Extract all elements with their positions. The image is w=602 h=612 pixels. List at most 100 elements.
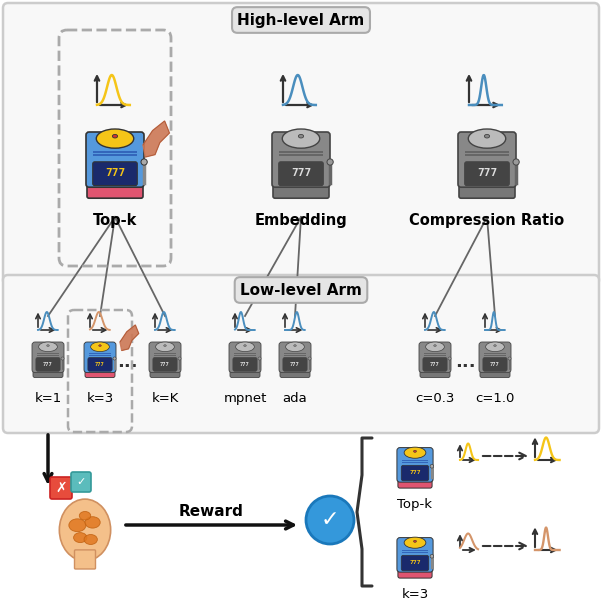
FancyBboxPatch shape	[402, 461, 427, 463]
Ellipse shape	[426, 342, 444, 352]
FancyBboxPatch shape	[89, 353, 111, 354]
FancyBboxPatch shape	[84, 342, 116, 373]
FancyBboxPatch shape	[71, 472, 91, 492]
Text: Top-k: Top-k	[93, 213, 137, 228]
Text: Top-k: Top-k	[397, 498, 432, 511]
FancyBboxPatch shape	[87, 180, 143, 198]
Text: ✓: ✓	[321, 510, 340, 530]
Circle shape	[306, 496, 354, 544]
FancyBboxPatch shape	[398, 565, 432, 578]
FancyBboxPatch shape	[480, 367, 510, 378]
FancyBboxPatch shape	[85, 367, 115, 378]
Text: High-level Arm: High-level Arm	[237, 12, 365, 28]
Text: 777: 777	[240, 362, 250, 367]
Ellipse shape	[485, 135, 489, 138]
FancyBboxPatch shape	[230, 367, 260, 378]
FancyBboxPatch shape	[50, 477, 72, 499]
FancyBboxPatch shape	[93, 151, 137, 153]
FancyBboxPatch shape	[89, 354, 111, 356]
Text: 777: 777	[291, 168, 311, 179]
Ellipse shape	[294, 345, 296, 346]
Polygon shape	[120, 325, 138, 351]
Ellipse shape	[79, 512, 91, 520]
FancyBboxPatch shape	[234, 354, 256, 356]
Text: ✗: ✗	[55, 481, 67, 495]
FancyBboxPatch shape	[154, 353, 176, 354]
FancyBboxPatch shape	[150, 367, 180, 378]
Text: 777: 777	[430, 362, 440, 367]
FancyBboxPatch shape	[424, 353, 446, 354]
FancyBboxPatch shape	[398, 476, 432, 488]
FancyBboxPatch shape	[459, 180, 515, 198]
Ellipse shape	[414, 540, 417, 542]
Ellipse shape	[468, 129, 506, 148]
FancyBboxPatch shape	[284, 354, 306, 356]
Ellipse shape	[156, 342, 175, 352]
Ellipse shape	[244, 345, 246, 346]
FancyBboxPatch shape	[32, 342, 64, 373]
Text: 777: 777	[409, 471, 421, 476]
FancyBboxPatch shape	[3, 275, 599, 433]
Ellipse shape	[235, 342, 255, 352]
FancyBboxPatch shape	[402, 550, 427, 551]
FancyBboxPatch shape	[483, 357, 507, 371]
FancyBboxPatch shape	[402, 465, 429, 481]
Ellipse shape	[430, 465, 433, 468]
FancyBboxPatch shape	[272, 132, 330, 187]
FancyBboxPatch shape	[402, 552, 427, 553]
FancyBboxPatch shape	[484, 354, 506, 356]
FancyBboxPatch shape	[424, 354, 446, 356]
FancyBboxPatch shape	[279, 151, 323, 153]
Text: k=K: k=K	[151, 392, 179, 405]
Text: ...: ...	[455, 353, 476, 371]
FancyBboxPatch shape	[280, 367, 310, 378]
Text: 777: 777	[95, 362, 105, 367]
FancyBboxPatch shape	[397, 537, 433, 572]
FancyBboxPatch shape	[75, 550, 96, 569]
Ellipse shape	[414, 450, 417, 452]
Text: 777: 777	[290, 362, 300, 367]
Ellipse shape	[404, 537, 426, 548]
Text: mpnet: mpnet	[223, 392, 267, 405]
Ellipse shape	[486, 342, 504, 352]
Ellipse shape	[178, 357, 181, 360]
FancyBboxPatch shape	[93, 162, 137, 185]
FancyBboxPatch shape	[37, 354, 59, 356]
FancyBboxPatch shape	[479, 342, 511, 373]
FancyBboxPatch shape	[284, 353, 306, 354]
Ellipse shape	[96, 129, 134, 148]
Text: ✓: ✓	[76, 477, 85, 487]
Ellipse shape	[61, 357, 64, 360]
FancyBboxPatch shape	[93, 154, 137, 156]
FancyBboxPatch shape	[279, 342, 311, 373]
Ellipse shape	[513, 159, 520, 165]
Ellipse shape	[508, 357, 511, 360]
FancyBboxPatch shape	[149, 342, 181, 373]
Ellipse shape	[404, 447, 426, 458]
FancyBboxPatch shape	[402, 555, 429, 571]
Text: ada: ada	[282, 392, 308, 405]
Text: 777: 777	[160, 362, 170, 367]
FancyBboxPatch shape	[233, 357, 257, 371]
Ellipse shape	[494, 345, 496, 346]
FancyBboxPatch shape	[229, 342, 261, 373]
Ellipse shape	[73, 532, 87, 543]
FancyBboxPatch shape	[484, 353, 506, 354]
FancyBboxPatch shape	[88, 357, 112, 371]
Ellipse shape	[164, 345, 166, 346]
FancyBboxPatch shape	[37, 353, 59, 354]
FancyBboxPatch shape	[465, 162, 509, 185]
FancyBboxPatch shape	[465, 154, 509, 156]
Text: Low-level Arm: Low-level Arm	[240, 283, 362, 297]
Text: 777: 777	[490, 362, 500, 367]
Ellipse shape	[308, 357, 311, 360]
Text: 777: 777	[105, 168, 125, 179]
Text: c=1.0: c=1.0	[476, 392, 515, 405]
FancyBboxPatch shape	[273, 180, 329, 198]
FancyBboxPatch shape	[86, 132, 144, 187]
FancyBboxPatch shape	[283, 357, 307, 371]
FancyBboxPatch shape	[420, 367, 450, 378]
Ellipse shape	[85, 517, 100, 528]
FancyBboxPatch shape	[397, 447, 433, 482]
FancyBboxPatch shape	[154, 354, 176, 356]
